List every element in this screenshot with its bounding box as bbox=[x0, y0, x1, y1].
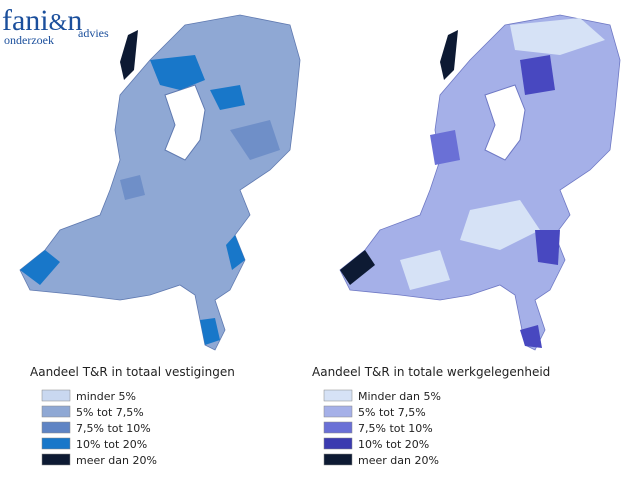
legend-label: 7,5% tot 10% bbox=[76, 422, 151, 435]
legend-label: 10% tot 20% bbox=[358, 438, 429, 451]
legend-swatch bbox=[41, 421, 71, 434]
legend-label: 7,5% tot 10% bbox=[358, 422, 433, 435]
map-left bbox=[19, 14, 301, 351]
logo: fani&n onderzoek advies bbox=[2, 4, 109, 47]
legend-label: meer dan 20% bbox=[76, 454, 157, 467]
legend-swatch bbox=[41, 453, 71, 466]
logo-right: advies bbox=[78, 26, 109, 40]
legend-swatch bbox=[41, 405, 71, 418]
legend-swatch bbox=[323, 421, 353, 434]
legend-swatch bbox=[41, 389, 71, 402]
legend-title: Aandeel T&R in totaal vestigingen bbox=[30, 365, 235, 379]
legend-label: 10% tot 20% bbox=[76, 438, 147, 451]
legend-label: meer dan 20% bbox=[358, 454, 439, 467]
logo-word: n bbox=[67, 4, 82, 37]
legend-label: 5% tot 7,5% bbox=[76, 406, 144, 419]
map-right bbox=[339, 14, 621, 351]
legend-swatch bbox=[323, 389, 353, 402]
legend-swatch bbox=[323, 437, 353, 450]
legend-label: minder 5% bbox=[76, 390, 136, 403]
legend-label: 5% tot 7,5% bbox=[358, 406, 426, 419]
legend-swatch bbox=[41, 437, 71, 450]
svg-text:fani&n: fani&n bbox=[2, 4, 82, 37]
legend-swatch bbox=[323, 453, 353, 466]
logo-left: onderzoek bbox=[4, 33, 54, 47]
legend-swatch bbox=[323, 405, 353, 418]
logo-word: fani bbox=[2, 4, 49, 37]
legend-label: Minder dan 5% bbox=[358, 390, 441, 403]
logo-amp: & bbox=[49, 10, 68, 36]
legends: Aandeel T&R in totaal vestigingen minder … bbox=[30, 365, 550, 467]
legend-title: Aandeel T&R in totale werkgelegenheid bbox=[312, 365, 550, 379]
